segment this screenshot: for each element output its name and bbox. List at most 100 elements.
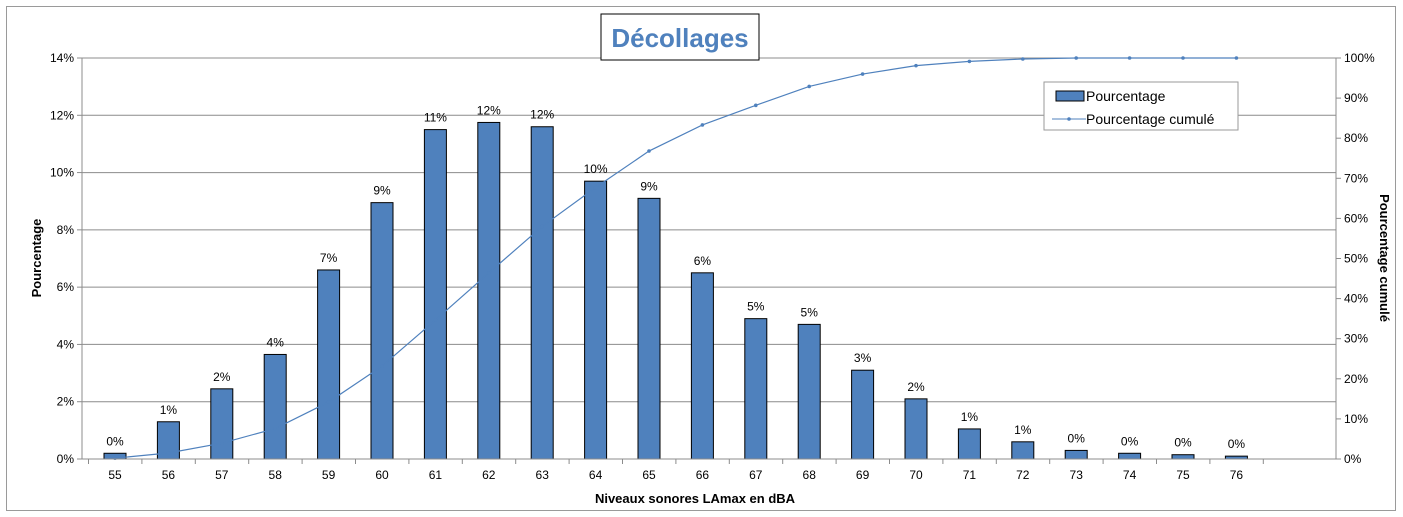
- x-tick-label: 69: [856, 468, 870, 482]
- line-point: [807, 84, 811, 89]
- x-tick-label: 58: [269, 468, 283, 482]
- x-tick-label: 56: [162, 468, 176, 482]
- line-point: [1181, 56, 1185, 60]
- legend-label-line: Pourcentage cumulé: [1086, 111, 1215, 127]
- y-tick-label: 2%: [57, 395, 75, 409]
- y2-tick-label: 60%: [1344, 211, 1368, 225]
- y2-tick-label: 70%: [1344, 171, 1368, 185]
- y2-tick-label: 50%: [1344, 252, 1368, 266]
- bar-data-label: 3%: [854, 351, 872, 365]
- y2-tick-label: 20%: [1344, 372, 1368, 386]
- bar-data-label: 6%: [694, 254, 712, 268]
- bar-data-label: 2%: [907, 380, 925, 394]
- bar: [637, 197, 661, 460]
- bar-data-label: 2%: [213, 370, 231, 384]
- line-point: [380, 364, 384, 368]
- bar: [851, 369, 875, 460]
- line-point: [967, 59, 972, 64]
- bar: [263, 353, 287, 460]
- bar: [477, 121, 501, 460]
- legend-label-bar: Pourcentage: [1086, 88, 1166, 104]
- bar: [1011, 441, 1035, 460]
- bar-data-label: 0%: [106, 434, 124, 448]
- y-axis-title: Pourcentage: [29, 219, 44, 298]
- bar: [797, 323, 821, 460]
- y2-tick-label: 80%: [1344, 131, 1368, 145]
- bar-data-label: 0%: [1228, 437, 1246, 451]
- y-tick-label: 0%: [57, 452, 75, 466]
- line-point: [593, 185, 598, 190]
- line-point: [754, 103, 758, 108]
- y2-tick-label: 90%: [1344, 91, 1368, 105]
- line-point: [1021, 57, 1025, 61]
- x-tick-label: 70: [909, 468, 923, 482]
- x-tick-label: 59: [322, 468, 336, 482]
- bar-data-label: 9%: [640, 179, 658, 193]
- bar-series: 0% 1% 2% 4% 7% 9% 11% 12% 12% 10% 9% 6% 5% 5% 3% 2% 1% 1%…: [103, 103, 1248, 460]
- bar: [530, 126, 554, 460]
- y-tick-label: 14%: [50, 51, 74, 65]
- line-point: [433, 318, 438, 322]
- x-tick-label: 63: [536, 468, 550, 482]
- y-tick-label: 12%: [50, 108, 74, 122]
- bar-data-label: 0%: [1068, 431, 1086, 445]
- x-tick-label: 60: [375, 468, 389, 482]
- bar-data-label: 0%: [1121, 434, 1139, 448]
- bar-data-label: 9%: [373, 184, 391, 198]
- bar: [690, 272, 714, 460]
- x-tick-label: 65: [642, 468, 656, 482]
- x-tick-label: 67: [749, 468, 763, 482]
- bar-data-label: 12%: [530, 108, 554, 122]
- x-tick-label: 66: [696, 468, 710, 482]
- bar: [957, 428, 981, 460]
- x-tick-label: 72: [1016, 468, 1030, 482]
- x-tick-label: 68: [803, 468, 817, 482]
- bar-data-label: 10%: [584, 162, 608, 176]
- x-tick-label: 75: [1176, 468, 1190, 482]
- line-point: [860, 72, 865, 76]
- x-tick-label: 73: [1070, 468, 1084, 482]
- y-tick-label: 6%: [57, 280, 75, 294]
- line-point: [914, 63, 918, 68]
- legend-line-marker: [1067, 117, 1071, 121]
- line-point: [166, 451, 171, 455]
- bar-data-label: 11%: [424, 111, 447, 125]
- x-tick-label: 71: [963, 468, 977, 482]
- line-point: [220, 441, 224, 445]
- x-tick-label: 55: [108, 468, 122, 482]
- line-point: [1234, 56, 1239, 60]
- bar: [1064, 449, 1088, 460]
- bar: [584, 180, 608, 460]
- chart-title-box: Décollages: [600, 13, 760, 61]
- bar-data-label: 1%: [961, 410, 979, 424]
- axes: 0% 2% 4% 6% 8% 10% 12% 14% 0% 10% 20% 30% 40% 50% 60% 7…: [50, 51, 1375, 482]
- bar: [210, 388, 234, 460]
- bar-data-label: 1%: [160, 403, 178, 417]
- x-tick-label: 61: [429, 468, 443, 482]
- chart-title: Décollages: [611, 23, 748, 53]
- bar: [744, 318, 768, 460]
- line-point: [700, 123, 705, 127]
- bar: [423, 129, 447, 460]
- line-point: [647, 149, 651, 153]
- y-tick-label: 10%: [50, 166, 74, 180]
- bar: [317, 269, 341, 460]
- bar-data-label: 7%: [320, 251, 338, 265]
- bar: [1118, 452, 1142, 460]
- x-tick-label: 76: [1230, 468, 1244, 482]
- y2-tick-label: 40%: [1344, 292, 1368, 306]
- line-point: [487, 271, 491, 275]
- bar-data-label: 5%: [747, 300, 765, 314]
- y-tick-label: 8%: [57, 223, 75, 237]
- y2-axis-title: Pourcentage cumulé: [1377, 194, 1392, 322]
- line-point: [1127, 56, 1132, 60]
- legend: Pourcentage Pourcentage cumulé: [1043, 81, 1239, 131]
- line-point: [1074, 56, 1078, 60]
- line-point: [326, 400, 331, 404]
- y-tick-label: 4%: [57, 337, 75, 351]
- bar-data-label: 0%: [1174, 436, 1192, 450]
- y2-tick-label: 0%: [1344, 452, 1362, 466]
- x-tick-label: 57: [215, 468, 229, 482]
- cumulative-line-series: [113, 56, 1239, 460]
